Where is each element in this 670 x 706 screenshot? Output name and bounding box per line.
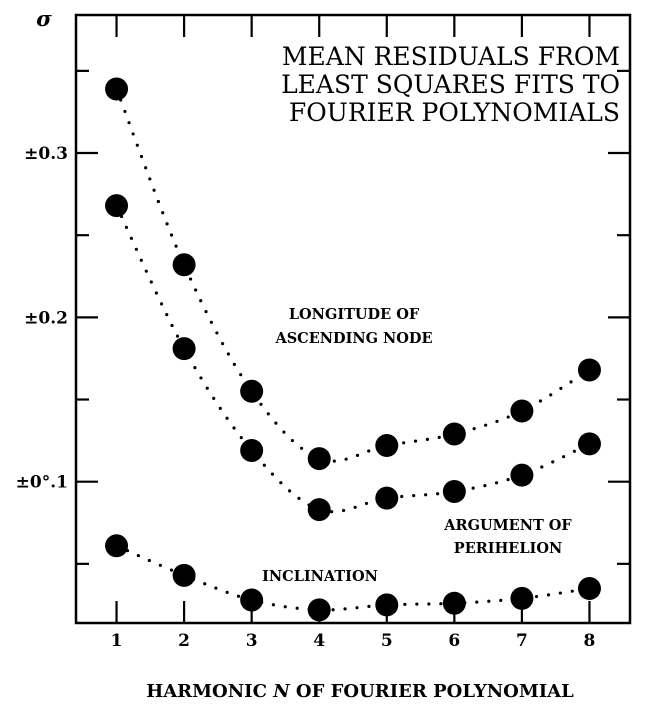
plot-frame: [74, 13, 632, 625]
data-point-longitude-2: [172, 253, 196, 277]
data-point-perihelion-2: [172, 337, 196, 361]
data-point-longitude-3: [240, 379, 264, 403]
series-label-longitude-line-2: ASCENDING NODE: [274, 330, 432, 347]
y-tick-labels: ±0°.1 ±0.2 ±0.3: [16, 144, 68, 493]
data-point-perihelion-4: [307, 498, 331, 522]
x-tick-label: 5: [381, 631, 393, 651]
data-point-perihelion-6: [442, 480, 466, 504]
series-label-inclination: INCLINATION: [262, 568, 378, 585]
series-label-perihelion-line-2: PERIHELION: [454, 540, 562, 557]
x-axis-label-suffix: OF FOURIER POLYNOMIAL: [290, 681, 574, 702]
data-point-inclination-3: [240, 588, 264, 612]
chart-title-line-1: MEAN RESIDUALS FROM: [282, 42, 620, 71]
data-point-longitude-8: [577, 358, 601, 382]
x-tick-label: 7: [516, 631, 528, 651]
x-axis-label: HARMONIC N OF FOURIER POLYNOMIAL: [146, 681, 574, 702]
series-label-longitude-line-1: LONGITUDE OF: [289, 306, 420, 323]
x-tick-labels: 1 2 3 4 5 6 7 8: [111, 631, 596, 651]
data-point-longitude-6: [442, 422, 466, 446]
data-point-inclination-6: [442, 591, 466, 615]
chart-title-line-3: FOURIER POLYNOMIALS: [289, 98, 620, 127]
y-tick-label: ±0.2: [24, 308, 68, 328]
x-tick-label: 4: [313, 631, 325, 651]
data-point-inclination-7: [510, 586, 534, 610]
data-point-perihelion-7: [510, 463, 534, 487]
data-point-perihelion-3: [240, 438, 264, 462]
x-axis-label-variable: N: [272, 681, 291, 702]
x-tick-label: 8: [584, 631, 596, 651]
data-point-inclination-8: [577, 576, 601, 600]
data-point-longitude-4: [307, 447, 331, 471]
data-point-longitude-5: [375, 434, 399, 458]
data-point-perihelion-5: [375, 486, 399, 510]
data-points: [105, 77, 601, 622]
y-tick-label: ±0°.1: [16, 473, 68, 493]
x-tick-label: 1: [111, 631, 123, 651]
y-axis-label: σ: [36, 6, 52, 31]
series-label-perihelion-line-1: ARGUMENT OF: [443, 517, 572, 534]
x-tick-label: 3: [246, 631, 258, 651]
data-point-longitude-1: [105, 77, 129, 101]
data-point-inclination-2: [172, 563, 196, 587]
data-point-inclination-4: [307, 598, 331, 622]
data-point-perihelion-8: [577, 432, 601, 456]
data-point-inclination-1: [105, 534, 129, 558]
data-point-inclination-5: [375, 593, 399, 617]
x-axis-label-prefix: HARMONIC: [146, 681, 273, 702]
y-tick-label: ±0.3: [24, 144, 68, 164]
chart-title-line-2: LEAST SQUARES FITS TO: [281, 70, 620, 99]
data-point-perihelion-1: [105, 194, 129, 218]
data-point-longitude-7: [510, 399, 534, 423]
x-tick-label: 6: [448, 631, 460, 651]
x-tick-label: 2: [178, 631, 190, 651]
